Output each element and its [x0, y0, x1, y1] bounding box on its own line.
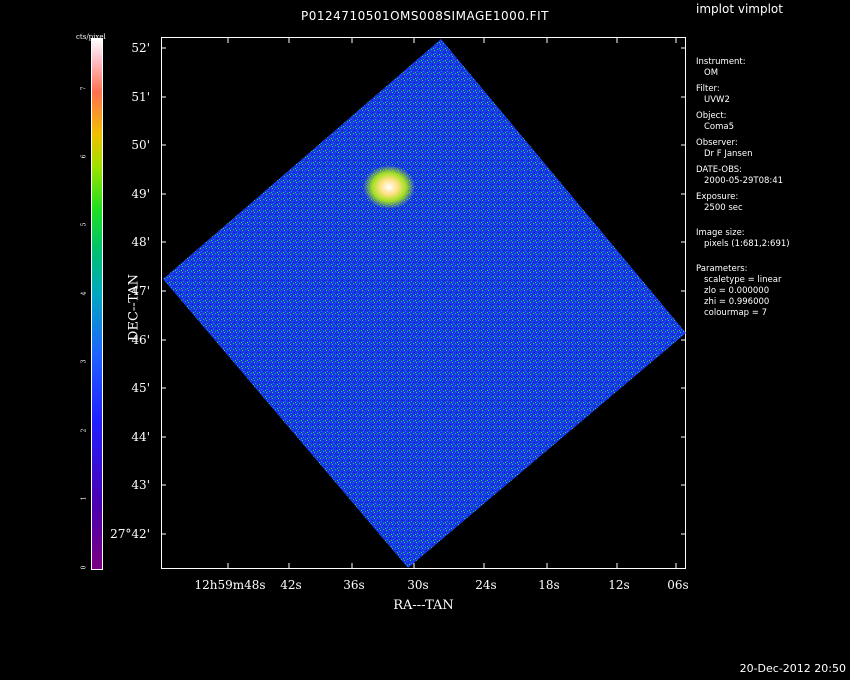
y-tick-label: 45' [131, 381, 150, 395]
colorbar [91, 38, 103, 570]
observer-value: Dr F Jansen [704, 149, 753, 159]
colorbar-tick: 4 [80, 291, 88, 296]
x-tick-label: 12s [608, 578, 630, 592]
parameters-label: Parameters: [696, 264, 748, 274]
image-title: P0124710501OMS008SIMAGE1000.FIT [301, 9, 549, 23]
y-tick-label: 48' [131, 235, 150, 249]
colourmap-value: colourmap = 7 [704, 308, 767, 318]
tick-marks [161, 37, 686, 569]
observer-label: Observer: [696, 138, 738, 148]
instrument-label: Instrument: [696, 57, 746, 67]
colorbar-tick: 1 [80, 496, 88, 501]
zhi-value: zhi = 0.996000 [704, 297, 770, 307]
x-tick-label: 36s [343, 578, 365, 592]
image-size-label: Image size: [696, 228, 745, 238]
instrument-value: OM [704, 68, 719, 78]
info-panel: Instrument: OM Filter: UVW2 Object: Coma… [696, 57, 790, 319]
x-axis-title: RA---TAN [393, 598, 454, 613]
filter-value: UVW2 [704, 95, 730, 105]
colorbar-tick: 7 [80, 86, 88, 91]
colorbar-tick: 5 [80, 222, 88, 227]
y-tick-label: 47' [131, 284, 150, 298]
y-tick-label: 49' [131, 187, 150, 201]
x-tick-label: 18s [538, 578, 560, 592]
scaletype-value: scaletype = linear [704, 275, 782, 285]
filter-label: Filter: [696, 84, 720, 94]
date-label: DATE-OBS: [696, 165, 743, 175]
y-tick-label: 50' [131, 138, 150, 152]
colorbar-label: cts/pixel [76, 33, 106, 41]
object-label: Object: [696, 111, 727, 121]
colorbar-tick: 0 [80, 565, 88, 570]
x-tick-label: 24s [475, 578, 497, 592]
image-plot[interactable] [161, 37, 686, 569]
bright-source [363, 165, 415, 209]
image-footprint [163, 39, 686, 568]
exposure-value: 2500 sec [704, 203, 743, 213]
x-tick-label: 42s [280, 578, 302, 592]
y-tick-label: 44' [131, 430, 150, 444]
image-size-value: pixels (1:681,2:691) [704, 239, 790, 249]
colorbar-tick: 3 [80, 359, 88, 364]
y-tick-label: 43' [131, 478, 150, 492]
object-value: Coma5 [704, 122, 735, 132]
date-value: 2000-05-29T08:41 [704, 176, 784, 186]
app-title: implot vimplot [696, 2, 783, 16]
y-tick-label: 51' [131, 90, 150, 104]
y-tick-label: 27°42' [110, 527, 150, 541]
exposure-label: Exposure: [696, 192, 739, 202]
colorbar-tick: 2 [80, 428, 88, 433]
y-axis-title: DEC--TAN [126, 274, 142, 341]
y-tick-label: 46' [131, 333, 150, 347]
zlo-value: zlo = 0.000000 [704, 286, 770, 296]
x-tick-label: 12h59m48s [194, 578, 266, 592]
timestamp: 20-Dec-2012 20:50 [739, 662, 846, 675]
x-tick-label: 30s [407, 578, 429, 592]
x-tick-label: 06s [667, 578, 689, 592]
colorbar-tick: 6 [80, 154, 88, 159]
y-tick-label: 52' [131, 41, 150, 55]
